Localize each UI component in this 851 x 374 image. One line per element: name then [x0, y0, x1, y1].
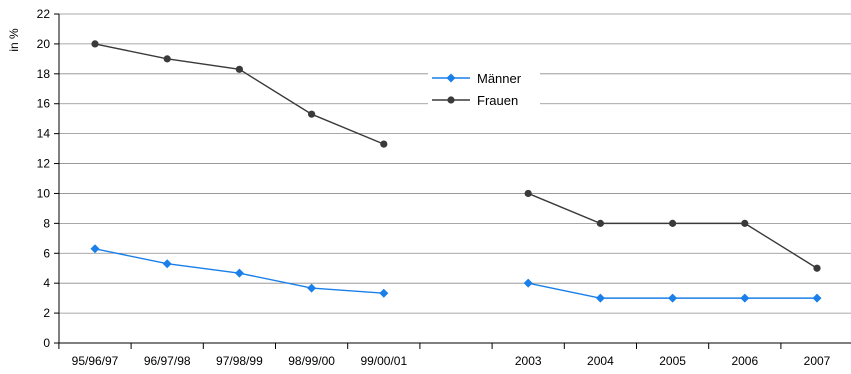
legend-label: Männer [477, 71, 522, 86]
data-point [741, 219, 749, 227]
y-tick-label: 8 [43, 216, 50, 230]
y-tick-label: 2 [43, 306, 50, 320]
data-point [163, 55, 171, 63]
data-point [380, 140, 388, 148]
x-tick-label: 2005 [659, 354, 686, 368]
x-tick-label: 2006 [731, 354, 758, 368]
legend-label: Frauen [477, 93, 518, 108]
y-tick-label: 4 [43, 276, 50, 290]
x-tick-label: 99/00/01 [360, 354, 407, 368]
data-point [235, 65, 243, 73]
y-tick-label: 22 [37, 7, 51, 21]
y-tick-label: 18 [37, 67, 51, 81]
y-tick-label: 16 [37, 97, 51, 111]
y-tick-label: 20 [37, 37, 51, 51]
series-maenner [90, 244, 822, 303]
series-line [527, 192, 818, 269]
data-point [812, 293, 822, 303]
data-point [234, 268, 244, 278]
legend-marker [447, 96, 455, 104]
series-group [90, 40, 822, 303]
x-tick-label: 95/96/97 [72, 354, 119, 368]
data-point [595, 293, 605, 303]
y-tick-label: 6 [43, 246, 50, 260]
data-point [379, 288, 389, 298]
x-tick-label: 96/97/98 [144, 354, 191, 368]
y-axis: 0 2 4 6 8 10 12 14 16 18 20 22 [37, 7, 60, 350]
legend-item: Frauen [432, 93, 518, 108]
y-axis-title: in % [7, 28, 21, 52]
y-tick-label: 12 [37, 157, 51, 171]
legend-item: Männer [432, 71, 522, 86]
data-point [90, 244, 100, 254]
x-tick-label: 97/98/99 [216, 354, 263, 368]
data-point [740, 293, 750, 303]
series-line [94, 43, 385, 145]
x-tick-label: 2003 [515, 354, 542, 368]
y-tick-label: 14 [37, 127, 51, 141]
x-axis: 95/96/97 96/97/98 97/98/99 98/99/00 99/00/01… [58, 342, 851, 368]
y-tick-label: 0 [43, 336, 50, 350]
data-point [813, 264, 821, 272]
data-point [91, 40, 99, 48]
gridlines [59, 13, 851, 314]
data-point [669, 219, 677, 227]
data-point [162, 259, 172, 269]
x-tick-label: 98/99/00 [288, 354, 335, 368]
data-point [308, 110, 316, 118]
data-point [307, 283, 317, 293]
data-point [596, 219, 605, 227]
data-point [668, 293, 678, 303]
x-tick-label: 2007 [804, 354, 831, 368]
series-frauen [91, 40, 821, 272]
x-tick-label: 2004 [587, 354, 614, 368]
legend-marker [446, 73, 456, 83]
y-tick-label: 10 [37, 186, 51, 200]
legend-background [428, 68, 540, 112]
data-point [523, 278, 533, 288]
data-point [524, 189, 532, 198]
legend: Männer Frauen [428, 68, 540, 112]
